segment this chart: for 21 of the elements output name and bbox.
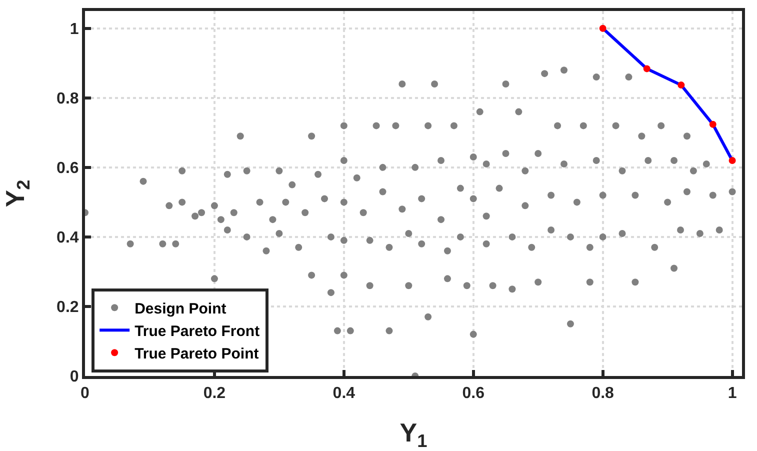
point <box>643 65 650 72</box>
point <box>728 156 736 164</box>
x-tick-label: 0.6 <box>462 385 485 402</box>
x-tick-label: 0.8 <box>592 385 614 402</box>
x-tick-label: 0.2 <box>203 385 226 402</box>
y-tick-label: 0.6 <box>56 160 79 178</box>
y-tick-label: 0.8 <box>56 90 79 108</box>
point <box>678 82 685 89</box>
y-tick-label: 1 <box>70 20 79 38</box>
legend-label: True Pareto Point <box>134 345 259 362</box>
legend-label: True Pareto Front <box>134 322 260 340</box>
x-axis-title: Y$_{1}$ <box>400 418 428 451</box>
x-tick-label: 1 <box>728 385 737 402</box>
point <box>709 120 716 128</box>
x-tick-label: 0.4 <box>332 385 356 402</box>
y-tick-label: 0 <box>70 368 79 386</box>
point <box>599 24 606 32</box>
y-tick-label: 0.4 <box>56 230 79 247</box>
legend-label: Design Point <box>134 300 226 318</box>
x-tick-label: 0 <box>80 385 90 402</box>
y-tick-label: 0.2 <box>56 299 79 316</box>
